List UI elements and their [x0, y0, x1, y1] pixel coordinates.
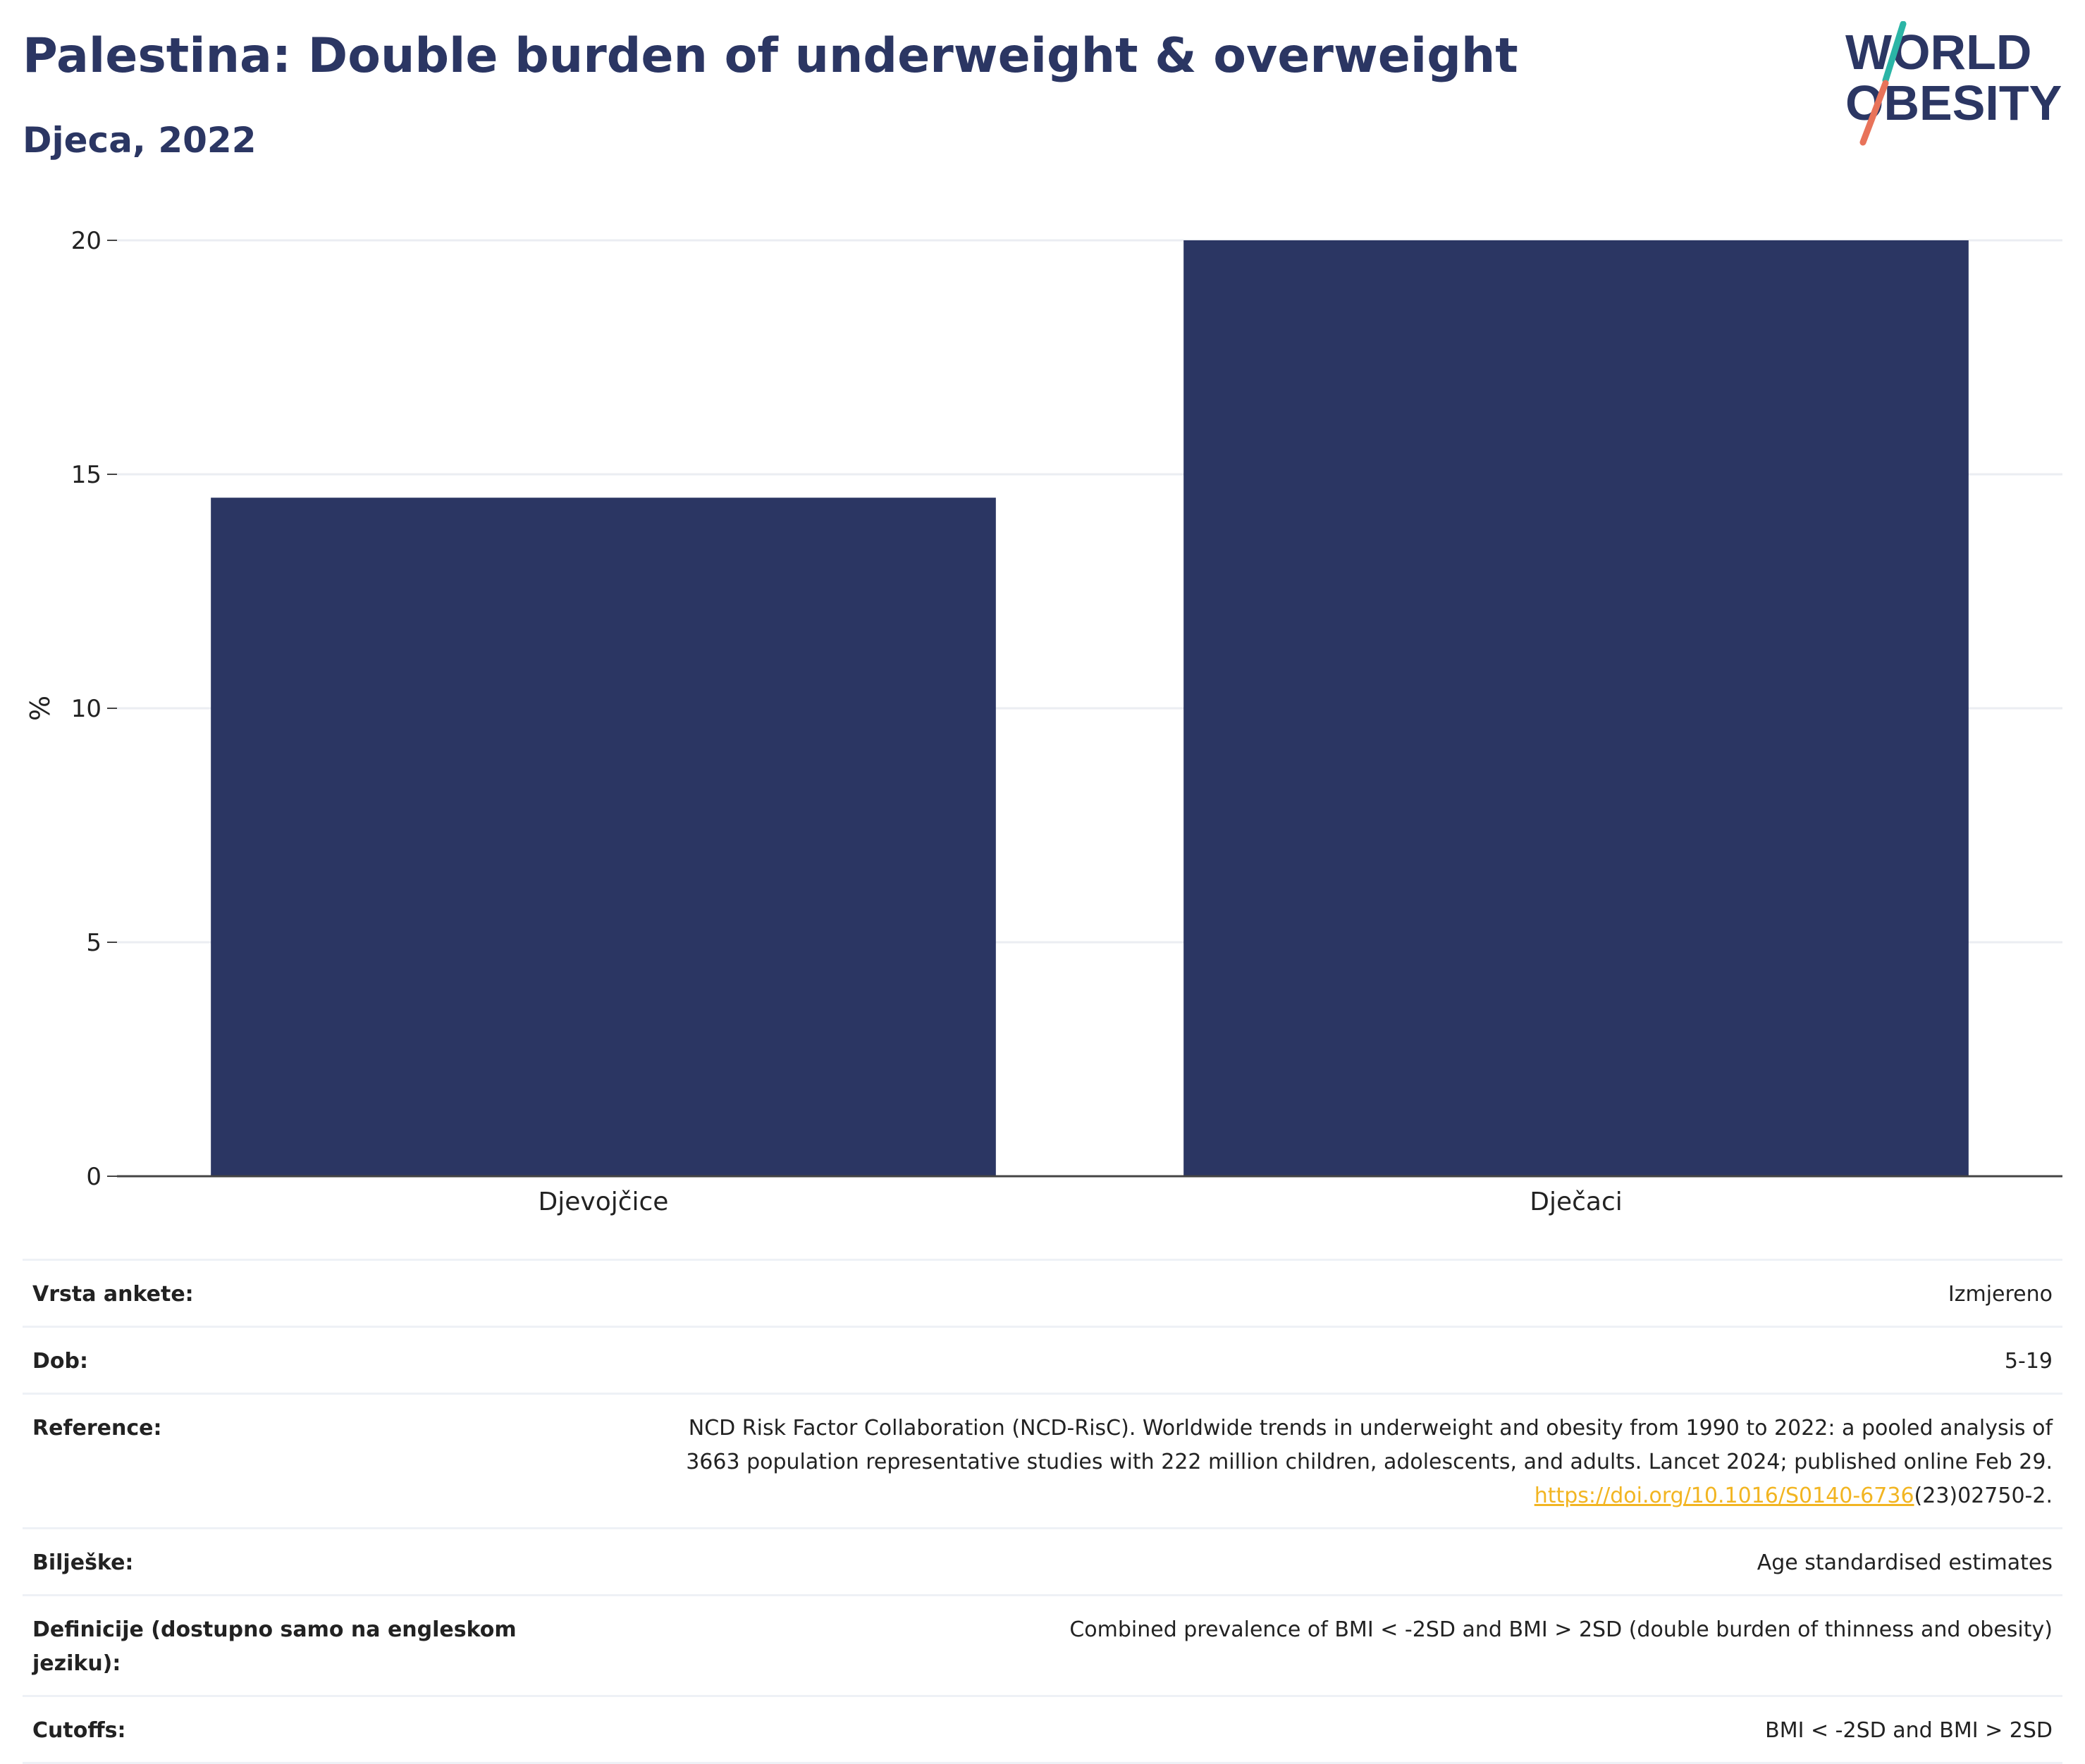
meta-value: Izmjereno — [1948, 1282, 2053, 1307]
meta-row-survey-type: Vrsta ankete: Izmjereno — [23, 1259, 2062, 1327]
meta-value: 5-19 — [2004, 1349, 2053, 1374]
chart-title: Palestina: Double burden of underweight … — [23, 28, 1518, 84]
doi-suffix: (23)02750-2. — [1914, 1484, 2053, 1508]
meta-row-definitions: Definicije (dostupno samo na engleskom j… — [23, 1595, 2062, 1696]
meta-label: Reference: — [32, 1416, 162, 1441]
logo-text-obesity: OBESITY — [1845, 75, 2062, 130]
bars — [211, 240, 1969, 1176]
axes: 0 5 10 15 20 Djevojčice Dječaci% — [25, 227, 2062, 1216]
meta-label: Bilješke: — [32, 1550, 134, 1575]
meta-value: Combined prevalence of BMI < -2SD and BM… — [1069, 1617, 2053, 1642]
meta-label: Definicije (dostupno samo na engleskom j… — [32, 1617, 517, 1676]
meta-row-cutoffs: Cutoffs: BMI < -2SD and BMI > 2SD — [23, 1696, 2062, 1763]
bar-1 — [211, 498, 996, 1176]
meta-row-reference: Reference: NCD Risk Factor Collaboration… — [23, 1393, 2062, 1529]
y-tick-label: 20 — [71, 227, 102, 255]
y-tick-label: 0 — [86, 1163, 102, 1191]
chart-subtitle: Djeca, 2022 — [23, 120, 257, 161]
meta-label: Vrsta ankete: — [32, 1282, 194, 1307]
y-tick-label: 15 — [71, 461, 102, 489]
y-tick-label: 5 — [86, 929, 102, 957]
reference-text-line1: NCD Risk Factor Collaboration (NCD-RisC)… — [688, 1416, 2053, 1441]
y-axis-label: % — [25, 696, 56, 721]
y-tick-label: 10 — [71, 695, 102, 723]
meta-value: NCD Risk Factor Collaboration (NCD-RisC)… — [536, 1394, 2062, 1529]
world-obesity-logo: WORLD OBESITY — [1845, 21, 2062, 146]
logo-text-world: WORLD — [1845, 25, 2031, 80]
meta-value: Age standardised estimates — [1757, 1550, 2053, 1575]
x-tick-label: Djevojčice — [539, 1188, 669, 1216]
meta-value: BMI < -2SD and BMI > 2SD — [1765, 1718, 2053, 1743]
reference-text-line2: 3663 population representative studies w… — [686, 1450, 2053, 1474]
meta-label: Cutoffs: — [32, 1718, 126, 1743]
metadata-table: Vrsta ankete: Izmjereno Dob: 5-19 Refere… — [23, 1259, 2062, 1764]
x-tick-label: Dječaci — [1530, 1188, 1623, 1216]
logo-slash-top — [1882, 21, 1907, 84]
logo-slash-bottom — [1859, 80, 1889, 146]
meta-label: Dob: — [32, 1349, 88, 1374]
meta-row-age: Dob: 5-19 — [23, 1326, 2062, 1394]
meta-row-notes: Bilješke: Age standardised estimates — [23, 1528, 2062, 1596]
bar-2 — [1183, 240, 1969, 1176]
bar-chart: 0 5 10 15 20 Djevojčice Dječaci% — [25, 227, 2062, 1216]
doi-link[interactable]: https://doi.org/10.1016/S0140-6736 — [1534, 1484, 1914, 1508]
